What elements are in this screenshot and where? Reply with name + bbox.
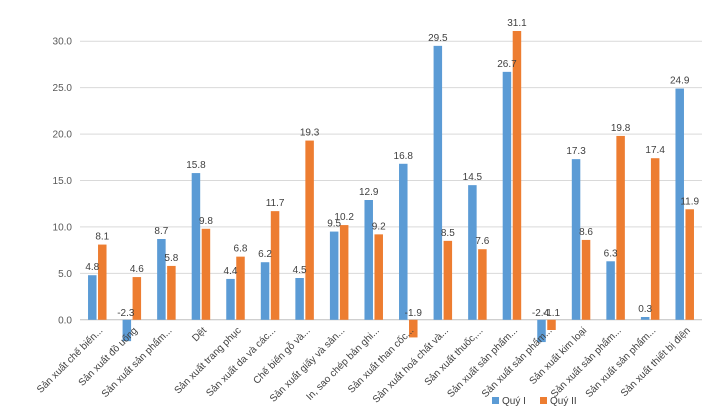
bar-quy-2: [443, 240, 453, 320]
bar-quy-1: [364, 200, 373, 320]
y-tick-label: 25.0: [53, 83, 73, 94]
bar-quy-2: [581, 239, 591, 320]
data-label: 7.6: [475, 236, 489, 247]
data-label: 19.3: [300, 128, 320, 139]
bar-quy-1: [537, 319, 546, 343]
y-tick-label: 10.0: [53, 222, 73, 233]
x-category-label: Sản xuất thuốc,...: [422, 325, 486, 389]
data-label: 4.8: [85, 262, 99, 273]
data-label: 8.7: [154, 226, 168, 237]
data-label: 6.2: [258, 249, 272, 260]
y-tick-label: 15.0: [53, 176, 73, 187]
data-label: 8.6: [579, 227, 593, 238]
data-label: -1.1: [543, 308, 561, 319]
legend-swatch: [540, 397, 547, 404]
bar-quy-2: [409, 319, 418, 338]
legend-swatch: [492, 397, 499, 404]
data-label: 17.3: [566, 146, 586, 157]
bar-quy-2: [547, 319, 556, 330]
x-category-label: Dệt: [190, 325, 209, 344]
bar-quy-1: [329, 231, 339, 320]
legend-label: Quý II: [550, 396, 577, 407]
data-label: 19.8: [611, 123, 631, 134]
data-label: 6.8: [234, 244, 248, 255]
bar-quy-1: [675, 88, 684, 320]
bar-quy-2: [512, 31, 522, 320]
data-label: 9.8: [199, 216, 213, 227]
bar-quy-1: [295, 278, 304, 320]
data-label: 8.1: [95, 232, 109, 243]
bar-quy-1: [502, 71, 512, 320]
data-label: 14.5: [463, 172, 483, 183]
bar-quy-2: [339, 225, 349, 320]
y-tick-label: 5.0: [58, 269, 72, 280]
data-label: 8.5: [441, 228, 455, 239]
data-label: 24.9: [670, 76, 690, 87]
data-label: 12.9: [359, 187, 379, 198]
x-axis-categories: Sản xuất chế biến...Sản xuất đồ uống Sản …: [34, 324, 692, 406]
bar-quy-2: [201, 228, 211, 320]
data-label: 16.8: [394, 151, 414, 162]
legend-label: Quý I: [502, 396, 526, 407]
x-category-label: Sản xuất chế biến...: [34, 325, 105, 396]
x-category-label: Sản xuất than cốc...: [345, 325, 416, 396]
bar-quy-2: [478, 249, 487, 320]
bar-quy-1: [88, 275, 97, 320]
y-tick-label: 0.0: [58, 315, 72, 326]
bar-quy-2: [685, 209, 694, 320]
data-label: 4.4: [224, 266, 238, 277]
bar-quy-2: [98, 244, 107, 320]
gridlines: [80, 40, 702, 321]
data-label: 4.5: [293, 265, 307, 276]
data-label: 11.7: [266, 198, 285, 209]
data-labels: 4.8 -2.3 8.7 15.8 4.4 6.2 4.5 9.5 12.9 16.8 29.5 14…: [85, 18, 699, 319]
bars: [88, 31, 694, 343]
bar-quy-2: [650, 158, 660, 320]
y-tick-label: 30.0: [53, 37, 73, 48]
bar-quy-1: [606, 261, 615, 320]
bar-quy-2: [374, 234, 383, 320]
bar-quy-1: [399, 163, 408, 320]
data-label: -2.3: [117, 308, 135, 319]
data-label: 29.5: [428, 33, 448, 44]
x-category-label: Sản xuất trang phục: [172, 325, 244, 397]
bar-quy-2: [167, 265, 176, 320]
bar-quy-2: [132, 277, 142, 320]
data-label: 6.3: [604, 248, 618, 259]
data-label: 0.3: [638, 304, 652, 315]
bar-quy-2: [305, 140, 314, 320]
bar-quy-1: [468, 185, 477, 320]
bar-quy-2: [270, 211, 280, 320]
data-label: 10.2: [334, 212, 354, 223]
bar-quy-1: [571, 159, 581, 320]
legend: Quý I Quý II: [492, 396, 577, 407]
data-label: 11.9: [680, 196, 699, 207]
data-label: 5.8: [164, 253, 178, 264]
bar-quy-2: [236, 256, 245, 320]
data-label: 15.8: [186, 160, 206, 171]
bar-quy-2: [616, 135, 625, 320]
x-category-label: Sản xuất đồ uống: [76, 325, 140, 389]
bar-quy-1: [122, 319, 132, 342]
bar-quy-1: [260, 262, 270, 320]
bar-quy-1: [157, 239, 166, 320]
y-axis-ticks: 0.0 5.0 10.0 15.0 20.0 25.0 30.0: [53, 37, 73, 327]
data-label: 4.6: [130, 264, 144, 275]
bar-quy-1: [226, 278, 235, 320]
bar-quy-1: [433, 45, 443, 320]
data-label: 17.4: [645, 145, 665, 156]
data-label: 26.7: [497, 59, 517, 70]
data-label: 31.1: [507, 18, 527, 29]
bar-quy-1: [640, 317, 650, 320]
data-label: -1.9: [405, 308, 423, 319]
data-label: 9.5: [327, 219, 341, 230]
data-label: -2.4: [532, 308, 550, 319]
x-category-label: Sản xuất kim loại: [527, 325, 589, 387]
data-label: 9.2: [372, 221, 386, 232]
y-tick-label: 20.0: [53, 130, 73, 141]
x-category-label: Chế biến gỗ và...: [250, 324, 313, 387]
bar-quy-1: [191, 173, 201, 320]
